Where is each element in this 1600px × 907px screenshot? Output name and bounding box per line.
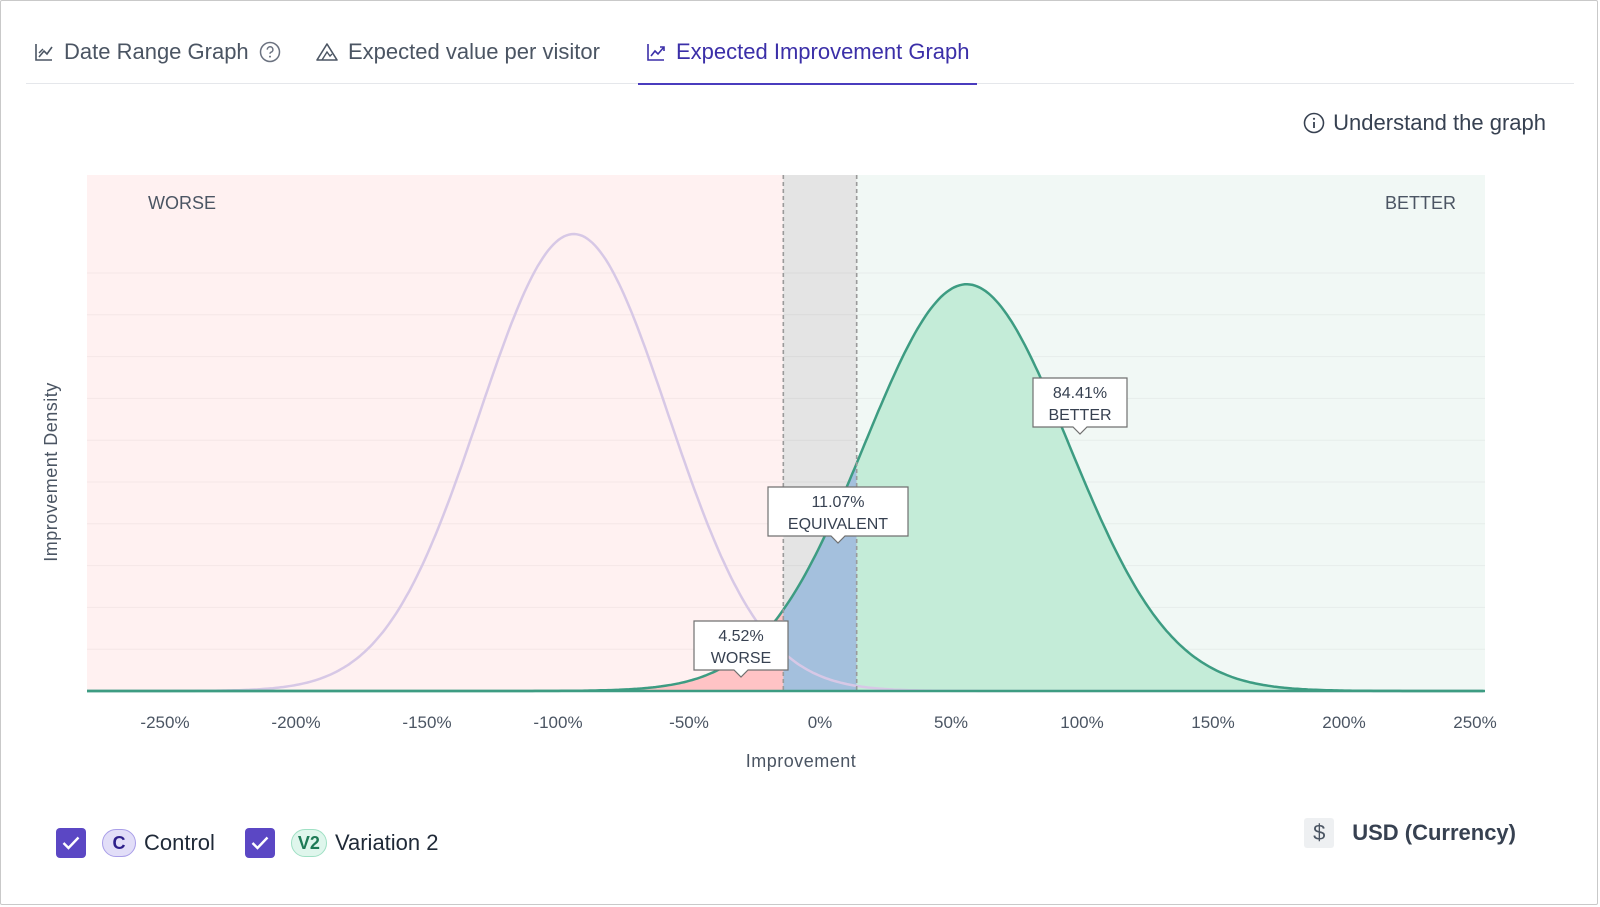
x-axis-label: Improvement [746,751,857,771]
x-tick-label: -50% [669,713,709,732]
improvement-chart: WORSE BETTER -250% -200% -150% -100% -50% 0% 50%… [41,175,1497,771]
annotation-value: 11.07% [811,494,864,511]
variation-2-badge: V2 [290,829,327,857]
check-icon [251,836,269,850]
tab-date-range-graph[interactable]: Date Range Graph [34,20,281,84]
series-legend: C Control V2 Variation 2 [56,826,469,860]
worse-region [87,175,784,691]
annotation-box [1032,377,1128,435]
tab-label: Expected Improvement Graph [676,39,970,64]
better-region-label: BETTER [1385,193,1456,213]
tab-expected-improvement-graph[interactable]: Expected Improvement Graph [637,20,978,85]
x-tick-label: -250% [140,713,189,732]
understand-graph-link[interactable]: Understand the graph [1303,110,1546,136]
variation-2-better-area [856,284,1485,691]
graph-tabs: Date Range Graph Expected value per visi… [26,20,1574,85]
line-chart-icon [35,44,53,61]
control-badge: C [102,829,136,857]
annotation-box [693,620,789,678]
annotation-label: WORSE [711,650,771,667]
annotation-label: BETTER [1048,407,1111,424]
tab-label: Expected value per visitor [348,39,600,64]
check-icon [62,836,80,850]
x-tick-label: -200% [271,713,320,732]
legend-item-variation-2[interactable]: V2 Variation 2 [244,828,439,858]
variation-2-label: Variation 2 [334,830,439,855]
annotation-label: EQUIVALENT [788,516,888,533]
currency-label: USD (Currency) [1352,820,1516,845]
y-axis-label: Improvement Density [41,382,61,562]
x-tick-label: 50% [934,713,968,732]
x-tick-label: 250% [1453,713,1496,732]
help-link-label: Understand the graph [1333,110,1546,135]
worse-region-label: WORSE [148,193,216,213]
tab-expected-value-per-visitor[interactable]: Expected value per visitor [316,20,600,84]
x-tick-label: 200% [1322,713,1365,732]
x-tick-label: -150% [402,713,451,732]
x-tick-label: 150% [1191,713,1234,732]
currency-selector[interactable]: $ USD (Currency) [1304,818,1516,848]
x-tick-label: 0% [808,713,833,732]
question-circle-icon[interactable] [259,41,281,63]
annotation-value: 84.41% [1053,385,1107,402]
x-tick-label: -100% [533,713,582,732]
annotation-box [767,486,909,544]
x-tick-label: 100% [1060,713,1103,732]
control-checkbox[interactable] [56,828,86,858]
annotation-value: 4.52% [718,628,763,645]
legend-item-control[interactable]: C Control [56,828,215,858]
dollar-icon: $ [1304,818,1335,848]
tab-label: Date Range Graph [64,39,249,64]
trend-chart-icon [647,44,665,61]
triangle-chart-icon [316,43,338,61]
control-label: Control [144,830,215,855]
variation-2-checkbox[interactable] [244,828,275,858]
info-icon [1303,112,1325,134]
